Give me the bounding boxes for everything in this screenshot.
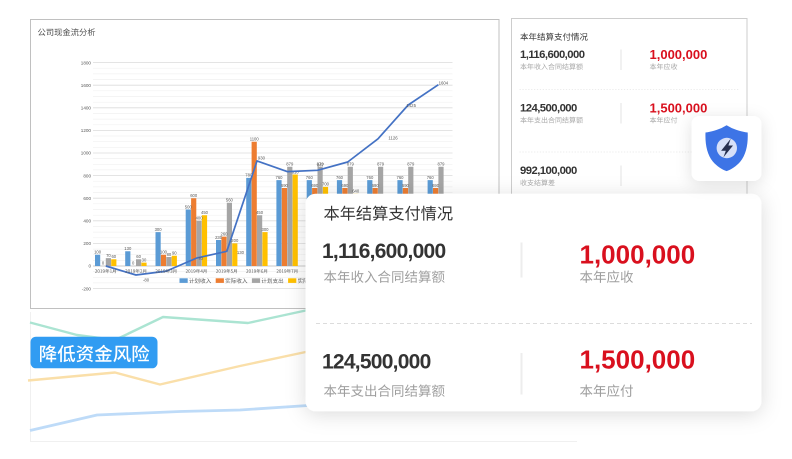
svg-text:70: 70 xyxy=(106,253,111,258)
svg-text:70: 70 xyxy=(198,256,203,261)
svg-text:1,116,600,000: 1,116,600,000 xyxy=(322,240,445,263)
svg-text:100: 100 xyxy=(160,250,168,255)
svg-text:600: 600 xyxy=(190,193,198,198)
svg-text:600: 600 xyxy=(83,196,91,201)
svg-text:124,500,000: 124,500,000 xyxy=(520,103,577,115)
svg-text:879: 879 xyxy=(317,162,325,167)
svg-text:879: 879 xyxy=(377,162,385,167)
svg-text:0: 0 xyxy=(88,264,91,269)
svg-text:690: 690 xyxy=(432,183,440,188)
svg-text:1,500,000: 1,500,000 xyxy=(650,100,708,115)
svg-text:760: 760 xyxy=(336,175,344,180)
svg-text:200: 200 xyxy=(83,241,91,246)
svg-text:300: 300 xyxy=(155,227,163,232)
svg-text:1000: 1000 xyxy=(81,151,92,156)
svg-text:1100: 1100 xyxy=(250,137,260,142)
svg-text:879: 879 xyxy=(286,162,294,167)
svg-text:130: 130 xyxy=(124,246,132,251)
svg-text:1,000,000: 1,000,000 xyxy=(650,47,708,62)
svg-text:1425: 1425 xyxy=(406,103,416,108)
svg-text:560: 560 xyxy=(226,198,234,203)
svg-text:690: 690 xyxy=(281,183,289,188)
svg-text:-80: -80 xyxy=(143,278,150,283)
svg-text:124,500,000: 124,500,000 xyxy=(322,350,431,373)
svg-text:690: 690 xyxy=(341,183,349,188)
svg-text:847: 847 xyxy=(317,162,325,167)
svg-text:1200: 1200 xyxy=(81,128,92,133)
svg-text:1,500,000: 1,500,000 xyxy=(580,345,696,375)
svg-text:760: 760 xyxy=(366,175,374,180)
svg-text:30: 30 xyxy=(142,257,147,262)
svg-text:80: 80 xyxy=(167,252,172,257)
svg-text:1600: 1600 xyxy=(81,83,92,88)
svg-text:200: 200 xyxy=(231,238,239,243)
svg-text:1800: 1800 xyxy=(81,60,92,65)
svg-text:800: 800 xyxy=(83,173,91,178)
svg-text:60: 60 xyxy=(136,254,141,259)
svg-text:760: 760 xyxy=(306,175,314,180)
svg-text:879: 879 xyxy=(407,162,415,167)
svg-text:100: 100 xyxy=(94,250,102,255)
svg-text:0: 0 xyxy=(132,261,135,266)
svg-text:400: 400 xyxy=(83,219,91,224)
svg-text:500: 500 xyxy=(185,204,193,209)
svg-text:690: 690 xyxy=(402,183,410,188)
svg-text:1400: 1400 xyxy=(81,106,92,111)
svg-text:450: 450 xyxy=(201,210,209,215)
svg-text:760: 760 xyxy=(397,175,405,180)
svg-text:90: 90 xyxy=(172,251,177,256)
svg-text:640: 640 xyxy=(352,189,360,194)
svg-text:930: 930 xyxy=(258,155,266,160)
svg-text:0: 0 xyxy=(102,261,105,266)
svg-text:60: 60 xyxy=(111,254,116,259)
svg-text:780: 780 xyxy=(245,173,253,178)
svg-text:400: 400 xyxy=(196,216,204,221)
svg-text:760: 760 xyxy=(276,175,284,180)
svg-text:992,100,000: 992,100,000 xyxy=(520,165,577,177)
svg-text:260: 260 xyxy=(221,231,229,236)
svg-text:879: 879 xyxy=(438,162,446,167)
svg-text:690: 690 xyxy=(311,183,319,188)
svg-text:760: 760 xyxy=(427,175,435,180)
svg-text:1,000,000: 1,000,000 xyxy=(580,240,696,270)
svg-text:690: 690 xyxy=(372,183,380,188)
svg-text:-200: -200 xyxy=(82,286,92,291)
svg-text:1126: 1126 xyxy=(388,135,398,140)
svg-text:879: 879 xyxy=(347,162,355,167)
svg-text:300: 300 xyxy=(262,227,270,232)
svg-text:130: 130 xyxy=(237,250,245,255)
svg-text:450: 450 xyxy=(256,210,264,215)
svg-text:230: 230 xyxy=(215,235,223,240)
svg-text:1,116,600,000: 1,116,600,000 xyxy=(520,49,585,61)
svg-text:1604: 1604 xyxy=(439,80,449,85)
svg-text:700: 700 xyxy=(322,182,330,187)
